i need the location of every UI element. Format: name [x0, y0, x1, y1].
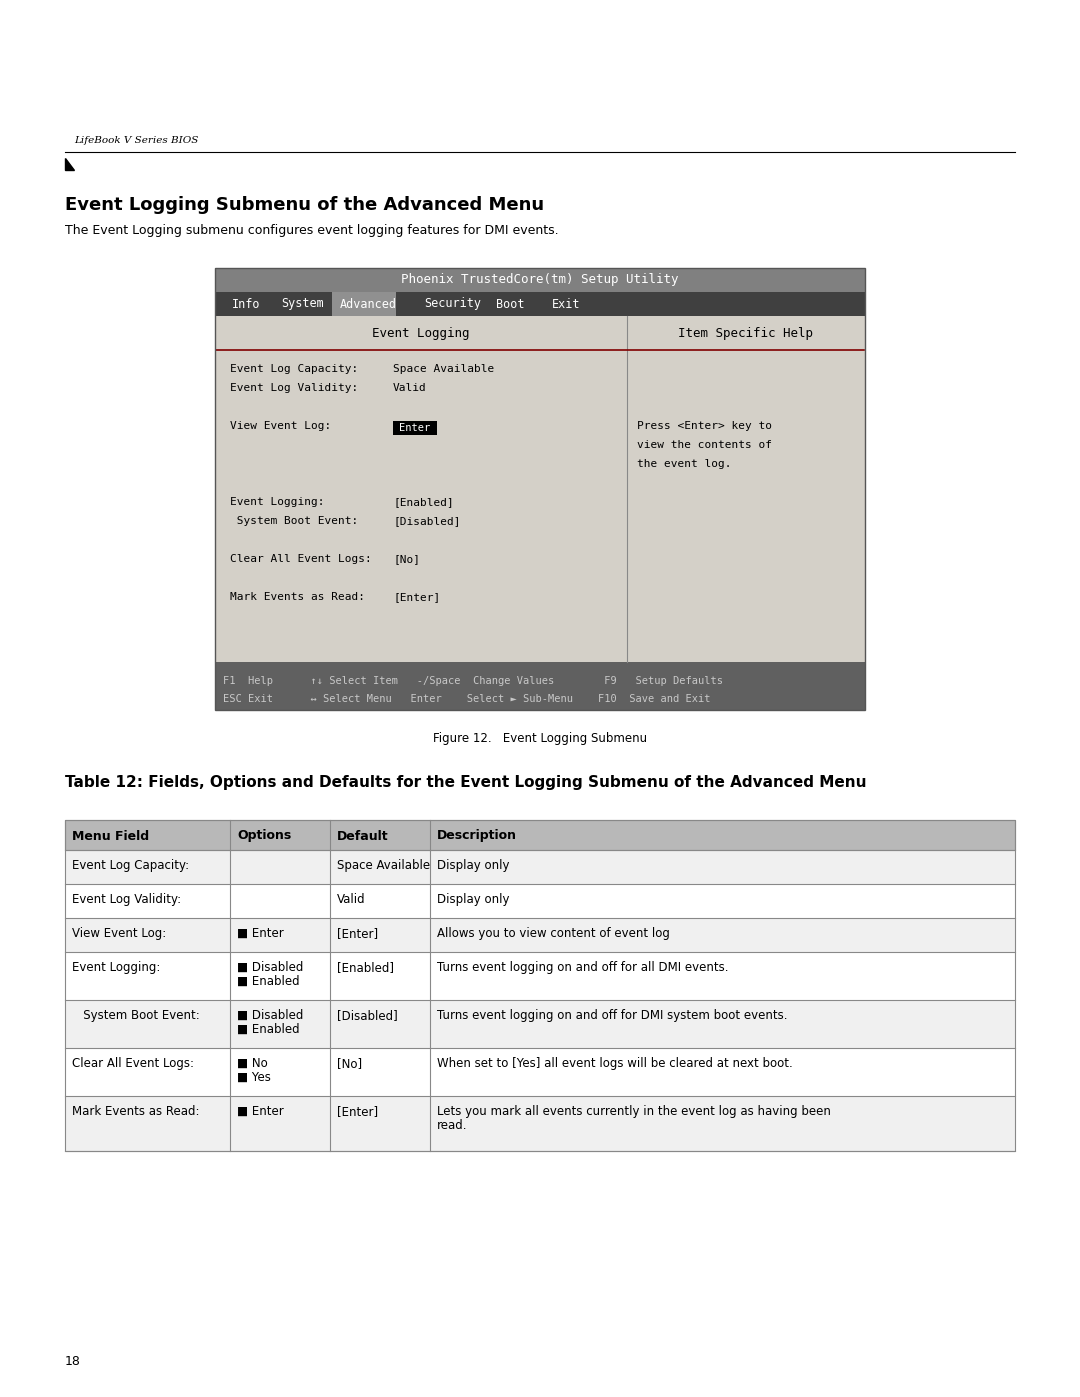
- Text: Space Available: Space Available: [393, 365, 495, 374]
- Text: Valid: Valid: [337, 893, 366, 907]
- Text: Event Logging Submenu of the Advanced Menu: Event Logging Submenu of the Advanced Me…: [65, 196, 544, 214]
- Bar: [215, 316, 627, 351]
- Text: read.: read.: [437, 1119, 468, 1132]
- Text: Mark Events as Read:: Mark Events as Read:: [230, 592, 365, 602]
- Bar: [627, 316, 865, 351]
- Bar: [215, 316, 865, 662]
- Text: ■ Enter: ■ Enter: [237, 928, 284, 940]
- Text: [Enabled]: [Enabled]: [337, 961, 394, 974]
- Text: [Disabled]: [Disabled]: [393, 515, 460, 527]
- Text: Figure 12.   Event Logging Submenu: Figure 12. Event Logging Submenu: [433, 732, 647, 745]
- Text: Menu Field: Menu Field: [72, 830, 149, 842]
- Text: Turns event logging on and off for DMI system boot events.: Turns event logging on and off for DMI s…: [437, 1009, 787, 1023]
- Bar: [393, 420, 437, 434]
- Text: Exit: Exit: [552, 298, 581, 310]
- Text: ESC Exit      ↔ Select Menu   Enter    Select ► Sub-Menu    F10  Save and Exit: ESC Exit ↔ Select Menu Enter Select ► Su…: [222, 694, 711, 704]
- Text: Event Log Capacity:: Event Log Capacity:: [72, 859, 189, 872]
- Text: Display only: Display only: [437, 893, 510, 907]
- Bar: [65, 820, 1015, 849]
- Text: [Enter]: [Enter]: [393, 592, 441, 602]
- Text: [Enter]: [Enter]: [337, 928, 378, 940]
- Bar: [65, 820, 1015, 1151]
- Bar: [65, 884, 1015, 918]
- Text: View Event Log:: View Event Log:: [72, 928, 166, 940]
- Bar: [215, 268, 865, 710]
- Text: Phoenix TrustedCore(tm) Setup Utility: Phoenix TrustedCore(tm) Setup Utility: [402, 274, 678, 286]
- Text: Default: Default: [337, 830, 389, 842]
- Text: ■ Enabled: ■ Enabled: [237, 1023, 299, 1037]
- Text: Options: Options: [237, 830, 292, 842]
- Text: Display only: Display only: [437, 859, 510, 872]
- Text: Lets you mark all events currently in the event log as having been: Lets you mark all events currently in th…: [437, 1105, 831, 1118]
- Text: Allows you to view content of event log: Allows you to view content of event log: [437, 928, 670, 940]
- Text: ■ No: ■ No: [237, 1058, 268, 1070]
- Text: View Event Log:: View Event Log:: [230, 420, 332, 432]
- Text: Item Specific Help: Item Specific Help: [678, 327, 813, 339]
- Text: ■ Yes: ■ Yes: [237, 1071, 271, 1084]
- Bar: [65, 820, 1015, 849]
- Text: System Boot Event:: System Boot Event:: [72, 1009, 200, 1023]
- Bar: [215, 662, 865, 710]
- Text: Event Logging: Event Logging: [373, 327, 470, 339]
- Text: Event Log Capacity:: Event Log Capacity:: [230, 365, 359, 374]
- Text: Clear All Event Logs:: Clear All Event Logs:: [230, 555, 372, 564]
- Text: Event Logging:: Event Logging:: [230, 497, 324, 507]
- Bar: [65, 849, 1015, 884]
- Text: 18: 18: [65, 1355, 81, 1368]
- Polygon shape: [65, 158, 75, 170]
- Text: [No]: [No]: [337, 1058, 362, 1070]
- Text: Press <Enter> key to: Press <Enter> key to: [637, 420, 772, 432]
- Text: Event Log Validity:: Event Log Validity:: [230, 383, 359, 393]
- Bar: [65, 918, 1015, 951]
- Text: [Enter]: [Enter]: [337, 1105, 378, 1118]
- Text: Clear All Event Logs:: Clear All Event Logs:: [72, 1058, 194, 1070]
- Bar: [65, 951, 1015, 1000]
- Text: Boot: Boot: [496, 298, 525, 310]
- Text: ■ Disabled: ■ Disabled: [237, 1009, 303, 1023]
- Text: Description: Description: [437, 830, 517, 842]
- Text: System Boot Event:: System Boot Event:: [230, 515, 359, 527]
- Text: LifeBook V Series BIOS: LifeBook V Series BIOS: [75, 136, 199, 145]
- Text: view the contents of: view the contents of: [637, 440, 772, 450]
- Text: When set to [Yes] all event logs will be cleared at next boot.: When set to [Yes] all event logs will be…: [437, 1058, 793, 1070]
- Text: the event log.: the event log.: [637, 460, 731, 469]
- Bar: [65, 1000, 1015, 1048]
- Bar: [65, 1048, 1015, 1097]
- Bar: [65, 1097, 1015, 1151]
- Text: Event Log Validity:: Event Log Validity:: [72, 893, 181, 907]
- Text: ■ Enabled: ■ Enabled: [237, 975, 299, 988]
- Text: Security: Security: [424, 298, 481, 310]
- Text: F1  Help      ↑↓ Select Item   -/Space  Change Values        F9   Setup Defaults: F1 Help ↑↓ Select Item -/Space Change Va…: [222, 676, 723, 686]
- Text: Valid: Valid: [393, 383, 427, 393]
- Text: Turns event logging on and off for all DMI events.: Turns event logging on and off for all D…: [437, 961, 729, 974]
- Text: Table 12: Fields, Options and Defaults for the Event Logging Submenu of the Adva: Table 12: Fields, Options and Defaults f…: [65, 775, 866, 789]
- Text: ■ Disabled: ■ Disabled: [237, 961, 303, 974]
- Text: Space Available: Space Available: [337, 859, 430, 872]
- Text: [Enabled]: [Enabled]: [393, 497, 454, 507]
- Text: Event Logging:: Event Logging:: [72, 961, 160, 974]
- Text: Mark Events as Read:: Mark Events as Read:: [72, 1105, 200, 1118]
- Text: The Event Logging submenu configures event logging features for DMI events.: The Event Logging submenu configures eve…: [65, 224, 558, 237]
- Text: System: System: [281, 298, 324, 310]
- Text: [Disabled]: [Disabled]: [337, 1009, 397, 1023]
- Text: Enter: Enter: [400, 423, 431, 433]
- Bar: [332, 292, 396, 316]
- Bar: [215, 292, 865, 316]
- Text: ■ Enter: ■ Enter: [237, 1105, 284, 1118]
- Text: Info: Info: [232, 298, 260, 310]
- Text: [No]: [No]: [393, 555, 420, 564]
- Text: Advanced: Advanced: [340, 298, 397, 310]
- Bar: [215, 268, 865, 292]
